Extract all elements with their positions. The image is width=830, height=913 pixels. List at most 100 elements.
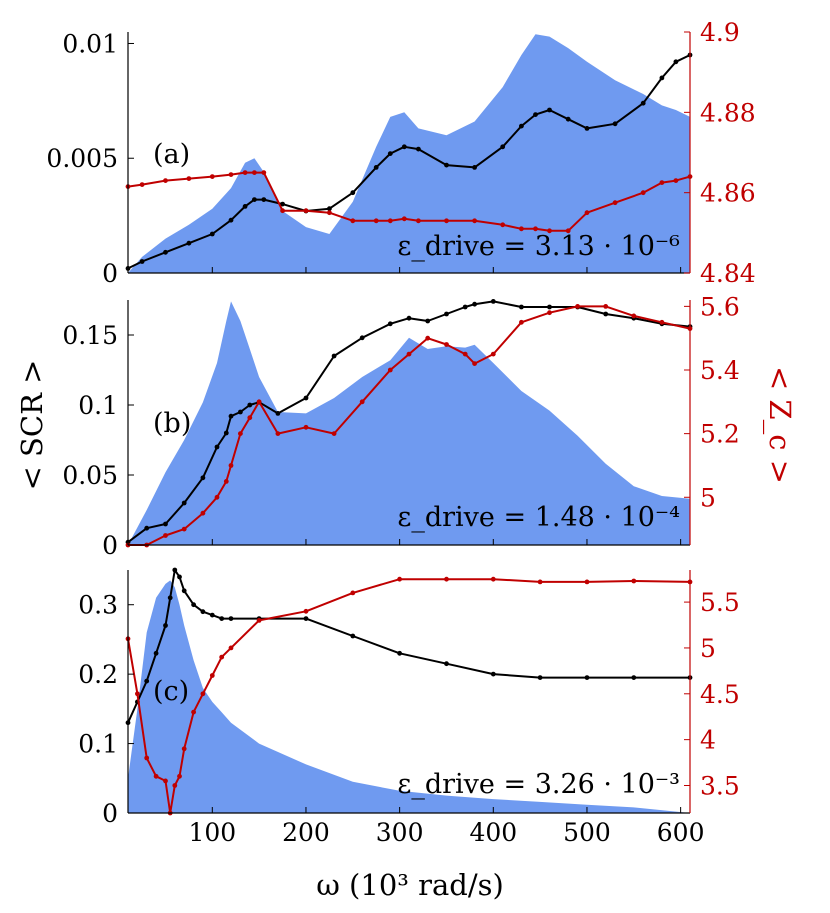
scr-point (303, 395, 309, 401)
scr-point (673, 59, 679, 65)
left-y-tick-label: 0.15 (62, 321, 118, 350)
zc-point (200, 691, 206, 697)
scr-point (359, 335, 365, 341)
left-y-tick-label: 0.1 (78, 730, 118, 759)
scr-point (177, 574, 182, 580)
left-y-tick-label: 0.2 (78, 660, 118, 689)
left-y-axis-label: < SCR > (15, 360, 49, 491)
scr-point (186, 240, 192, 246)
scr-point (631, 675, 637, 680)
zc-point (163, 533, 168, 538)
scr-point (603, 311, 609, 317)
zc-point (181, 526, 187, 532)
left-y-tick-label: 0.3 (78, 591, 118, 620)
zc-point (416, 218, 421, 224)
scr-point (167, 595, 173, 601)
scr-point (209, 231, 215, 237)
zc-point (659, 180, 665, 186)
zc-point (228, 645, 234, 651)
scr-point (547, 304, 552, 310)
scr-point (219, 616, 225, 621)
right-y-tick-label: 4.88 (700, 98, 756, 127)
panel-label: (c) (153, 676, 189, 707)
zc-point (223, 479, 229, 484)
zc-point (584, 210, 590, 216)
scr-point (139, 259, 145, 264)
scr-point (565, 116, 571, 122)
right-y-tick-label: 4.5 (700, 680, 740, 709)
zc-point (303, 424, 309, 430)
zc-point (242, 170, 248, 176)
right-y-axis-label: < Z_c > (762, 366, 797, 484)
scr-point (303, 616, 309, 621)
scr-point (444, 661, 449, 667)
scr-point (247, 402, 253, 408)
zc-point (256, 399, 262, 405)
zc-point (153, 773, 159, 779)
right-y-tick-label: 5 (700, 634, 716, 663)
right-y-tick-label: 4.86 (700, 179, 756, 208)
zc-point (500, 222, 506, 228)
zc-point (425, 335, 431, 341)
panel-label: (a) (153, 139, 190, 170)
left-y-tick-label: 0 (102, 259, 118, 288)
zc-point (252, 170, 257, 176)
x-tick-label: 300 (376, 818, 424, 847)
scr-point (387, 321, 393, 327)
zc-point (490, 576, 496, 582)
zc-point (135, 691, 140, 697)
x-tick-label: 600 (657, 818, 705, 847)
right-y-tick-label: 5 (700, 483, 716, 512)
right-y-tick-label: 5.4 (700, 356, 740, 385)
scr-point (519, 304, 524, 310)
zc-point (519, 226, 524, 232)
left-y-tick-label: 0.01 (62, 29, 118, 58)
scr-point (444, 162, 449, 168)
zc-point (191, 709, 197, 715)
zc-point (673, 178, 679, 184)
zc-point (177, 773, 182, 779)
zc-point (163, 778, 168, 784)
zc-point (659, 319, 665, 325)
zc-point (575, 304, 580, 309)
scr-point (401, 144, 407, 150)
scr-point (444, 311, 449, 317)
zc-point (519, 319, 524, 325)
scr-point (228, 616, 234, 621)
zc-point (640, 190, 646, 196)
zc-point (261, 170, 267, 176)
zc-line (127, 171, 691, 232)
zc-point (303, 208, 309, 214)
zc-point (331, 431, 337, 436)
zc-point (373, 218, 379, 224)
panel-c: 100 200 300 400 500 600 0 0.1 0.2 0.3 3.5 4 4.5 5 5.5 (… (78, 567, 740, 847)
x-axis-label: ω (10³ rad/s) (316, 868, 504, 902)
zc-point (228, 172, 234, 178)
scr-point (327, 206, 332, 212)
scr-point (472, 301, 477, 307)
zc-point (327, 210, 332, 216)
zc-point (612, 200, 618, 206)
scr-point (200, 475, 206, 481)
zc-point (406, 351, 412, 357)
scr-point (181, 588, 187, 594)
zc-point (303, 608, 309, 614)
zc-point (631, 578, 637, 584)
spectrum-area (128, 580, 690, 813)
panel-label: (b) (153, 408, 191, 439)
left-y-tick-label: 0.005 (46, 144, 118, 173)
scr-point (200, 609, 206, 615)
zc-point (163, 178, 168, 184)
left-y-tick-label: 0.05 (62, 461, 118, 490)
drive-annotation: ε_drive = 3.26 · 10⁻³ (397, 769, 680, 800)
scr-point (425, 318, 431, 324)
scr-point (397, 650, 402, 656)
scr-point (490, 299, 496, 304)
scr-point (462, 304, 468, 310)
zc-point (186, 176, 192, 182)
right-y-tick-label: 4.84 (700, 259, 756, 288)
spectrum-area (128, 34, 690, 273)
left-y-tick-label: 0 (102, 531, 118, 560)
zc-point (444, 342, 449, 347)
